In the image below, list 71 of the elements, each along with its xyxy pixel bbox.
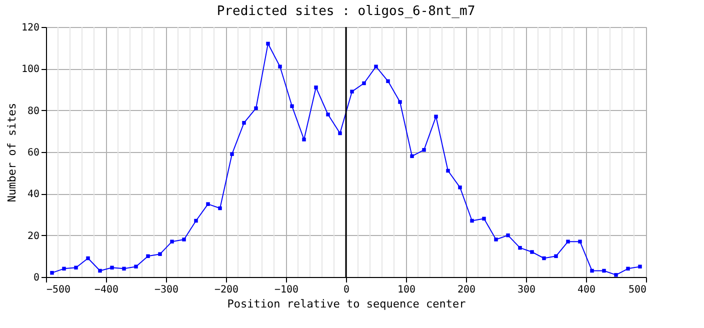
point: [422, 148, 426, 152]
point: [518, 246, 522, 250]
x-axis-title: Position relative to sequence center: [227, 298, 466, 310]
y-axis-title: Number of sites: [5, 102, 18, 202]
y-tick-label: 20: [27, 230, 40, 242]
point: [350, 90, 354, 94]
point: [590, 268, 594, 273]
point: [206, 202, 210, 206]
point: [410, 154, 414, 158]
point: [290, 104, 294, 108]
point: [86, 256, 90, 260]
point: [266, 42, 270, 46]
point: [170, 240, 174, 244]
point: [50, 270, 54, 275]
point: [542, 256, 546, 260]
x-tick-label: 500: [628, 284, 646, 296]
x-tick-label: 300: [517, 284, 536, 296]
point: [578, 240, 582, 244]
point: [194, 218, 198, 223]
point: [110, 266, 114, 270]
point: [338, 131, 342, 136]
point: [62, 266, 66, 271]
point: [566, 240, 570, 244]
point: [74, 266, 78, 270]
y-tick-label: 60: [27, 148, 40, 158]
y-tick-label: 40: [27, 189, 40, 200]
point: [626, 266, 630, 271]
point: [458, 186, 462, 190]
y-tick-label: 80: [27, 106, 40, 117]
x-tick-label: 0: [343, 284, 350, 296]
point: [602, 268, 606, 273]
x-tick-label: 100: [397, 284, 416, 296]
point: [98, 268, 102, 273]
point: [302, 138, 306, 142]
point: [278, 64, 282, 68]
point: [242, 120, 246, 125]
x-tick-label: −400: [94, 284, 119, 296]
x-tick-label: −300: [154, 284, 179, 296]
x-tick-label: −100: [274, 284, 299, 296]
point: [374, 64, 378, 68]
point: [134, 264, 138, 268]
point: [446, 168, 450, 173]
x-tick-label: 200: [457, 284, 476, 296]
chart-title: Predicted sites : oligos_6-8nt_m7: [216, 4, 476, 19]
point: [254, 106, 258, 110]
y-tick-label: 100: [21, 64, 40, 76]
point: [470, 218, 474, 223]
point: [314, 86, 318, 90]
point: [230, 152, 234, 156]
point: [530, 250, 534, 254]
point: [218, 206, 222, 210]
point: [386, 79, 390, 84]
point: [326, 112, 330, 116]
point: [482, 216, 486, 221]
x-tick-label: −200: [214, 284, 239, 296]
point: [146, 254, 150, 258]
point: [638, 264, 642, 268]
point: [158, 252, 162, 256]
y-tick-label: 0: [33, 272, 40, 284]
point: [434, 114, 438, 118]
point: [398, 100, 402, 104]
point: [554, 254, 558, 258]
x-tick-label: −500: [46, 284, 71, 296]
point: [614, 273, 618, 277]
point: [494, 238, 498, 242]
point: [362, 81, 366, 86]
point: [122, 266, 126, 271]
point: [506, 233, 510, 238]
x-tick-label: 400: [577, 284, 596, 296]
point: [182, 238, 186, 242]
y-tick-label: 120: [21, 22, 40, 34]
